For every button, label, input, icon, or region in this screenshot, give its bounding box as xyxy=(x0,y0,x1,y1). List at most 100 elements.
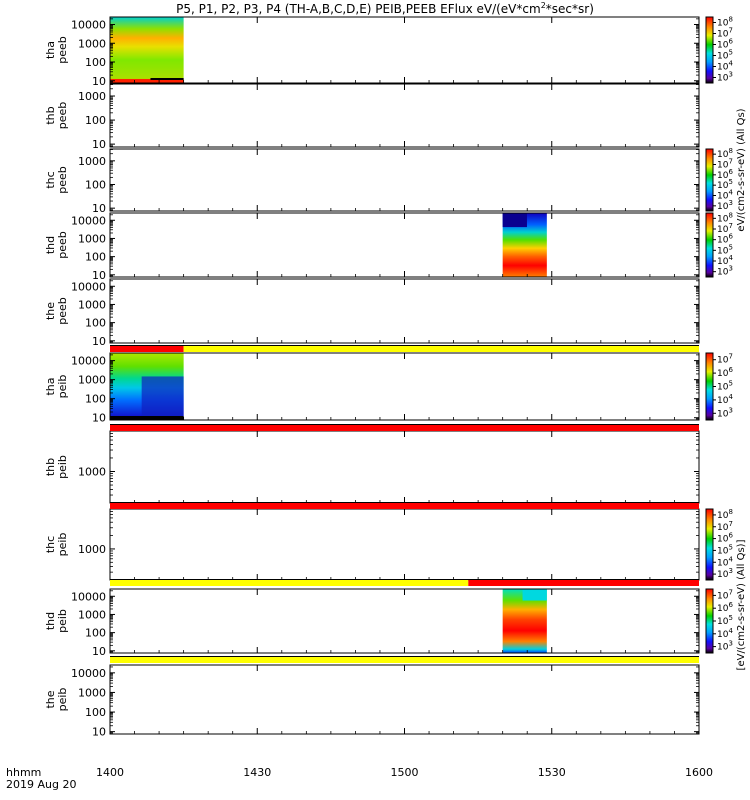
panel-y-label: thbpeeb xyxy=(44,102,69,130)
panel-y-label: thcpeib xyxy=(44,533,69,557)
y-tick-label: 100 xyxy=(85,56,106,69)
colorbar-strip xyxy=(705,148,714,212)
colorbar-tick-label: 104 xyxy=(717,60,733,73)
mode-bar-segment xyxy=(110,346,184,352)
mode-bar-segment xyxy=(110,657,699,663)
panel-y-label: thbpeib xyxy=(44,455,69,479)
panel-type-label: peeb xyxy=(56,297,69,325)
spectrogram-shade-tha xyxy=(141,376,184,420)
y-tick-label: 1000 xyxy=(78,466,106,479)
panel-frame xyxy=(109,278,700,344)
x-axis-label-units: hhmm xyxy=(6,766,41,779)
colorbar-tick-label: 105 xyxy=(717,380,733,393)
x-tick-label: 1400 xyxy=(96,766,124,779)
y-tick-label: 1000 xyxy=(78,374,106,387)
chart-title-main: P5, P1, P2, P3, P4 (TH-A,B,C,D,E) PEIB,P… xyxy=(176,2,541,16)
colorbar-tick-label: 108 xyxy=(717,16,733,29)
panel-y-label: thapeeb xyxy=(44,36,69,64)
y-tick-label: 10 xyxy=(92,335,106,348)
mode-bar-3 xyxy=(110,579,699,586)
spectrogram-edge-tha xyxy=(110,79,184,83)
chart-title-tail: *sec*sr) xyxy=(546,2,594,16)
y-tick-label: 10 xyxy=(92,412,106,425)
panel-y-label: thdpeib xyxy=(44,609,69,633)
spectrogram-shade-thd xyxy=(502,213,527,228)
panel-probe-label: tha xyxy=(44,377,57,395)
colorbar-strip xyxy=(705,212,714,278)
y-tick-label: 10000 xyxy=(71,590,106,603)
side-label-lower: [eV/(cm2-s-sr-eV) (All Qs)] xyxy=(736,539,747,670)
panel-y-label: thdpeeb xyxy=(44,231,69,259)
panel-thb-peeb: 10 100 1000 thbpeeb xyxy=(44,83,700,151)
panel-probe-label: thd xyxy=(44,236,57,254)
x-tick-label: 1430 xyxy=(243,766,271,779)
colorbar-tick-label: 107 xyxy=(717,27,733,40)
y-tick-label: 1000 xyxy=(78,90,106,103)
colorbar-tick-label: 107 xyxy=(717,520,733,533)
colorbar-tick-label: 107 xyxy=(717,588,733,601)
panel-frame xyxy=(109,148,700,212)
colorbar-tick-label: 103 xyxy=(717,265,733,278)
y-tick-label: 10000 xyxy=(71,667,106,680)
colorbar-strip xyxy=(705,508,714,581)
mode-bar-segment xyxy=(183,346,699,352)
mode-bar-segment xyxy=(468,580,699,586)
panel-type-label: peeb xyxy=(56,36,69,64)
y-tick-label: 1000 xyxy=(78,37,106,50)
colorbar-tick-label: 106 xyxy=(717,38,733,51)
y-tick-label: 10 xyxy=(92,202,106,215)
panel-frame xyxy=(109,508,700,581)
panel-y-label: thepeeb xyxy=(44,297,69,325)
colorbar-tick-label: 107 xyxy=(717,353,733,366)
spectrogram-block-tha-peeb-0 xyxy=(110,17,184,83)
colorbar-tick-label: 106 xyxy=(717,532,733,545)
mode-bar-1 xyxy=(110,424,699,431)
panel-thb-peib: 1000 thbpeib xyxy=(44,430,700,504)
colorbar-tick-label: 105 xyxy=(717,49,733,62)
panel-frame xyxy=(109,664,700,735)
panel-type-label: peib xyxy=(56,688,69,712)
panel-thc-peib: 1000 thcpeib xyxy=(44,508,700,581)
mode-bar-0 xyxy=(110,345,699,352)
colorbar-strip xyxy=(705,588,714,654)
y-tick-label: 1000 xyxy=(78,232,106,245)
y-tick-label: 10 xyxy=(92,269,106,282)
panel-type-label: peeb xyxy=(56,231,69,259)
mode-bar-2 xyxy=(110,502,699,509)
y-tick-label: 10000 xyxy=(71,214,106,227)
mode-bar-segment xyxy=(110,425,699,431)
panel-probe-label: thb xyxy=(44,106,57,124)
colorbar-tick-label: 103 xyxy=(717,406,733,419)
colorbar-tick-label: 106 xyxy=(717,168,733,181)
y-tick-label: 100 xyxy=(85,114,106,127)
panel-frame xyxy=(109,430,700,504)
colorbar-strip xyxy=(705,352,714,421)
panel-probe-label: the xyxy=(44,690,57,708)
panel-probe-label: thd xyxy=(44,612,57,630)
y-tick-label: 1000 xyxy=(78,608,106,621)
side-label-upper: eV/(cm2-s-sr-eV) (All Qs) xyxy=(736,108,747,231)
panel-frame xyxy=(109,212,700,278)
panels-layer: 10100100010000thapeeb101001000thbpeeb101… xyxy=(44,16,700,739)
panel-probe-label: thb xyxy=(44,458,57,476)
y-tick-label: 10 xyxy=(92,138,106,151)
colorbar-strip xyxy=(705,16,714,84)
panel-y-label: thapeib xyxy=(44,375,69,399)
panel-frame xyxy=(109,588,700,654)
colorbar-tick-label: 104 xyxy=(717,627,733,640)
colorbar-tick-label: 106 xyxy=(717,233,733,246)
y-tick-label: 100 xyxy=(85,627,106,640)
x-tick-label: 1600 xyxy=(685,766,713,779)
y-tick-label: 1000 xyxy=(78,543,106,556)
panel-type-label: peib xyxy=(56,455,69,479)
colorbar-tick-label: 103 xyxy=(717,71,733,84)
panel-y-label: thcpeeb xyxy=(44,166,69,194)
colorbar-tick-label: 105 xyxy=(717,178,733,191)
y-tick-label: 10000 xyxy=(71,355,106,368)
spectrogram-floor-tha xyxy=(110,416,184,420)
